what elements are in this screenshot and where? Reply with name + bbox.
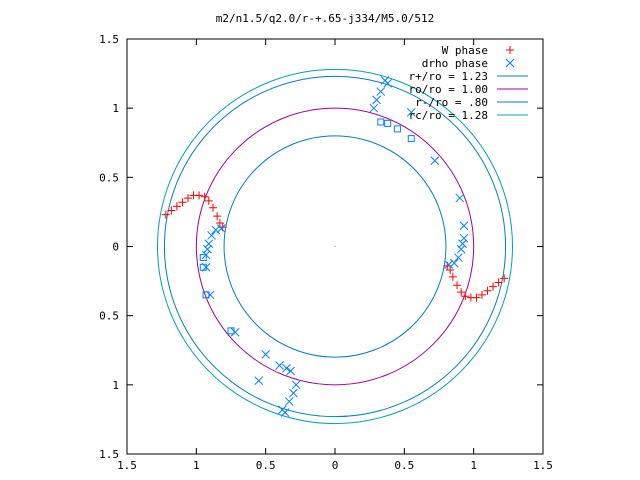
point-1-21 xyxy=(230,327,240,337)
point-1-14 xyxy=(444,260,454,269)
ring-1 xyxy=(195,107,475,386)
point-1-28 xyxy=(211,225,221,235)
point-1-12 xyxy=(454,253,463,262)
point-1-20 xyxy=(254,376,264,386)
ring-3 xyxy=(157,68,513,425)
point-1-17 xyxy=(291,380,301,390)
point-0-4 xyxy=(184,194,193,203)
legend-label-1: drho phase xyxy=(422,57,488,70)
legend-label-4: r-/ro = .80 xyxy=(415,96,488,109)
y-tick-label-2: 0.5 xyxy=(99,171,119,184)
point-1-15 xyxy=(284,397,294,406)
point-0-13 xyxy=(500,274,509,283)
y-tick-label-1: 1 xyxy=(112,102,119,115)
point-0-17 xyxy=(477,290,486,299)
point-0-22 xyxy=(453,281,462,290)
point-1-26 xyxy=(204,239,214,249)
point-1-5 xyxy=(406,107,416,117)
point-0-14 xyxy=(494,278,503,287)
y-tick-label-5: 1 xyxy=(112,379,119,392)
point-0-11 xyxy=(215,218,224,227)
ring-2 xyxy=(223,135,447,358)
point-1-27 xyxy=(207,231,216,240)
point-2-6 xyxy=(202,291,210,299)
point-0-15 xyxy=(489,282,498,291)
y-tick-label-0: 1.5 xyxy=(99,33,119,46)
legend-marker-1 xyxy=(505,58,515,68)
point-0-1 xyxy=(167,206,176,215)
point-0-2 xyxy=(172,202,181,211)
y-tick-label-4: 0.5 xyxy=(99,310,119,323)
point-1-9 xyxy=(459,233,469,243)
x-tick-label-0: 1.5 xyxy=(117,459,137,472)
x-tick-label-4: 0.5 xyxy=(394,459,414,472)
point-2-1 xyxy=(384,119,392,127)
point-0-23 xyxy=(448,272,457,281)
point-0-16 xyxy=(483,286,492,295)
x-tick-label-2: 0.5 xyxy=(256,459,276,472)
point-0-6 xyxy=(195,191,204,200)
point-1-19 xyxy=(277,405,287,415)
point-1-31 xyxy=(275,361,284,370)
point-2-5 xyxy=(199,254,207,262)
point-1-16 xyxy=(289,388,298,398)
axis-ticks: 1.5 1 0.5 0 0.5 1 1.51.510.500.511.5 xyxy=(99,33,553,472)
point-0-24 xyxy=(446,266,455,275)
point-0-10 xyxy=(213,212,222,221)
y-tick-label-3: 0 xyxy=(112,241,119,254)
x-tick-label-1: 1 xyxy=(193,459,200,472)
legend-label-0: W phase xyxy=(442,44,488,57)
legend-label-2: r+/ro = 1.23 xyxy=(409,70,488,83)
point-1-32 xyxy=(282,363,291,373)
center-point xyxy=(334,245,336,248)
ring-layer xyxy=(157,68,513,425)
point-1-2 xyxy=(369,103,379,113)
point-0-19 xyxy=(466,293,475,302)
y-tick-label-6: 1.5 xyxy=(99,448,119,461)
chart-title: m2/n1.5/q2.0/r-+.65-j334/M5.0/512 xyxy=(216,12,435,25)
point-0-8 xyxy=(204,196,213,205)
legend-marker-0 xyxy=(506,46,514,54)
point-1-33 xyxy=(286,366,295,376)
point-2-4 xyxy=(199,263,207,271)
point-1-1 xyxy=(372,95,381,105)
point-1-7 xyxy=(455,193,465,203)
point-1-13 xyxy=(449,258,459,268)
point-1-6 xyxy=(430,156,440,166)
point-0-21 xyxy=(457,288,466,297)
point-0-3 xyxy=(178,198,187,207)
point-1-10 xyxy=(458,239,467,249)
x-tick-label-5: 1 xyxy=(470,459,477,472)
point-0-20 xyxy=(461,292,470,301)
point-0-0 xyxy=(161,210,170,219)
point-1-29 xyxy=(216,224,226,233)
points-layer xyxy=(161,76,509,417)
point-2-0 xyxy=(377,118,385,126)
point-0-9 xyxy=(208,203,217,212)
point-2-7 xyxy=(227,327,235,335)
point-1-8 xyxy=(459,221,469,231)
point-1-30 xyxy=(261,350,271,359)
point-1-0 xyxy=(376,87,386,96)
point-0-7 xyxy=(200,192,209,201)
point-1-11 xyxy=(456,244,466,254)
x-tick-label-3: 0 xyxy=(332,459,339,472)
point-1-25 xyxy=(203,244,212,254)
legend-label-5: rc/ro = 1.28 xyxy=(409,109,488,122)
legend-label-3: ro/ro = 1.00 xyxy=(409,83,488,96)
point-2-2 xyxy=(393,125,401,133)
ring-0 xyxy=(163,75,507,418)
point-1-4 xyxy=(383,78,393,88)
point-2-3 xyxy=(407,135,415,143)
x-tick-label-6: 1.5 xyxy=(533,459,553,472)
